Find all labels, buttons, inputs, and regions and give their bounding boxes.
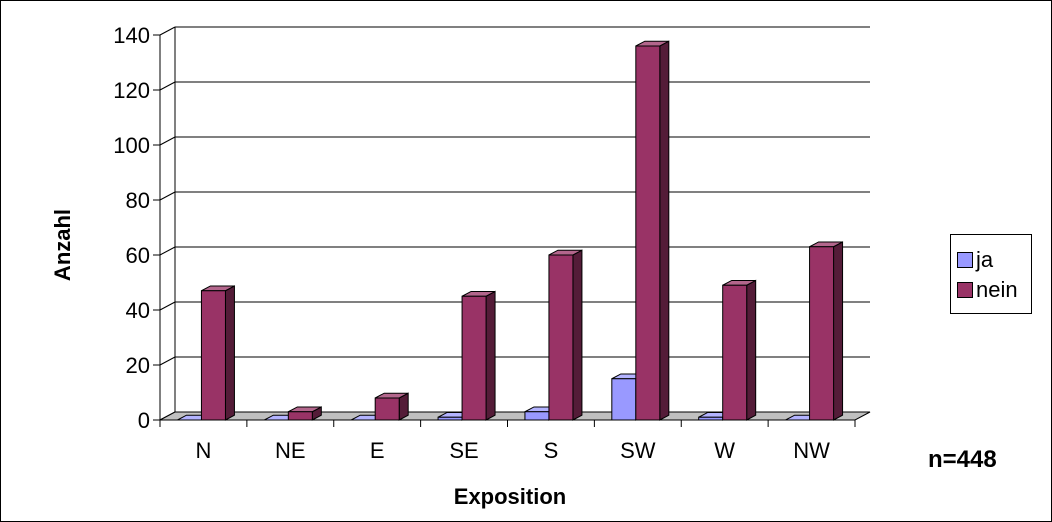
y-tick-label: 100 <box>113 133 150 158</box>
grid-side-line <box>159 81 176 91</box>
bar-nein-nw <box>809 241 844 421</box>
bar-nein-w <box>722 279 757 421</box>
grid-side-line <box>159 356 176 366</box>
grid-side-line <box>159 136 176 146</box>
legend-label-ja: ja <box>976 247 994 272</box>
bar-group-e <box>350 392 409 421</box>
x-tick-label: S <box>544 438 559 463</box>
legend-item-nein: nein <box>957 277 1018 303</box>
bar-nein-n <box>200 285 235 421</box>
x-tick-label: W <box>714 438 735 463</box>
y-tick-label: 60 <box>126 243 150 268</box>
legend: ja nein <box>950 234 1032 314</box>
bar-group-w <box>698 279 757 421</box>
x-tick-label: N <box>195 438 211 463</box>
bar-nein-e <box>374 392 409 421</box>
legend-label-nein: nein <box>976 277 1018 302</box>
y-tick-labels: 0 20 40 60 80 100 120 140 <box>113 23 150 433</box>
grid-side-line <box>159 301 176 311</box>
y-tick-label: 120 <box>113 78 150 103</box>
bar-nein-se <box>461 290 496 421</box>
bar-nein-s <box>548 249 583 421</box>
bar-nein-ne <box>287 406 322 421</box>
y-tick-label: 40 <box>126 298 150 323</box>
bars <box>177 40 844 421</box>
bar-group-ne <box>264 406 322 421</box>
legend-swatch-nein <box>957 282 973 298</box>
bar-nein-sw <box>635 40 670 421</box>
x-axis-title: Exposition <box>454 484 566 509</box>
bar-group-se <box>437 290 496 421</box>
x-tick-label: NW <box>793 438 830 463</box>
x-tick-label: SE <box>449 438 478 463</box>
y-tick-label: 80 <box>126 188 150 213</box>
sample-size-note: n=448 <box>928 446 997 473</box>
grid-side-line <box>159 191 176 201</box>
bar-group-sw <box>611 40 670 421</box>
y-tick-label: 0 <box>138 408 150 433</box>
bar-group-nw <box>785 241 844 421</box>
grid-lines <box>159 26 870 421</box>
x-tick-label: NE <box>275 438 306 463</box>
legend-item-ja: ja <box>957 247 993 273</box>
x-tick-label: SW <box>620 438 656 463</box>
bar-group-s <box>524 249 583 421</box>
y-axis-title: Anzahl <box>50 209 75 281</box>
legend-swatch-ja <box>957 252 973 268</box>
x-tick-labels: N NE E SE S SW W NW <box>195 438 830 463</box>
y-tick-label: 140 <box>113 23 150 48</box>
bar-group-n <box>177 285 235 421</box>
axes <box>153 34 856 427</box>
x-tick-label: E <box>370 438 385 463</box>
y-tick-label: 20 <box>126 353 150 378</box>
grid-side-line <box>159 246 176 256</box>
grid-side-line <box>159 26 176 36</box>
